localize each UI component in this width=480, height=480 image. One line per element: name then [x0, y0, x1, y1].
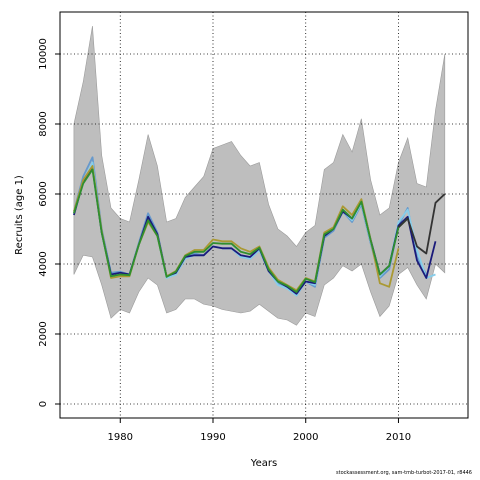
y-tick-label: 2000 [38, 321, 49, 346]
y-tick-label: 0 [38, 401, 49, 407]
series-line-4 [73, 165, 400, 292]
series-line-6 [397, 193, 446, 255]
y-tick-label: 10000 [38, 38, 49, 70]
x-tick-label: 2010 [386, 432, 411, 443]
x-tick-label: 1980 [108, 432, 133, 443]
y-tick-label: 6000 [38, 181, 49, 206]
y-tick-label: 4000 [38, 251, 49, 276]
plot-frame [59, 11, 469, 419]
series-line-5 [73, 168, 409, 293]
x-tick-label: 1990 [200, 432, 225, 443]
y-axis-label: Recruits (age 1) [14, 175, 25, 255]
y-tick-label: 8000 [38, 111, 49, 136]
confidence-band [73, 25, 446, 326]
source-credit: stockassessment.org, sam-tmb-turbot-2017… [336, 470, 472, 476]
x-tick-label: 2000 [293, 432, 318, 443]
x-axis-label: Years [250, 458, 277, 469]
